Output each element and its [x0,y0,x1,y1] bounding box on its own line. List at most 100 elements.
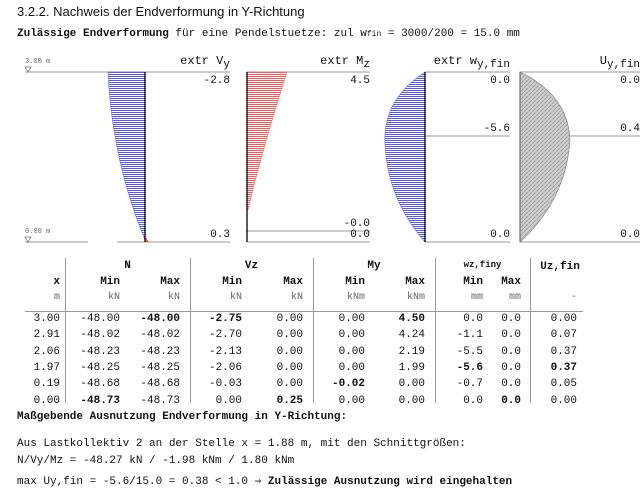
table-cell: 0.19 [33,378,60,391]
column-divider [313,258,314,403]
table-cell: 0.0 [501,345,521,358]
table-cell: -48.23 [80,345,120,358]
table-cell: 0.00 [398,394,425,407]
table-cell: 0.0 [501,361,521,374]
table-cell: -1.1 [456,329,483,342]
header-divider [25,311,583,312]
table-cell: 0.00 [338,394,365,407]
result-text: Zulässige Ausnutzung wird eingehalten [267,476,513,488]
vy-title: extr Vy [180,54,230,71]
table-cell: 0.00 [276,313,303,325]
wy-area [384,71,426,243]
table-cell: -5.5 [456,345,483,358]
column-header: x [53,276,60,288]
table-cell: -48.00 [140,313,180,325]
table-cell: 0.00 [276,378,303,391]
table-cell: 0.00 [33,394,60,407]
mz-mid-value: -0.0 [343,218,370,230]
summary-line-2: N/Vy/Mz = -48.27 kN / -1.98 kNm / 1.80 k… [17,455,295,467]
wy-bottom-value: 0.0 [490,229,510,241]
level-bottom-label: 0.00 m [25,228,51,236]
column-header: Max [405,276,425,288]
column-divider [435,258,436,403]
column-group-header: N [124,260,131,272]
utilization-formula: max Uy,fin = -5.6/15.0 = 0.38 < 1.0 [17,476,249,488]
table-cell: 2.19 [398,345,425,358]
table-cell: 0.0 [501,394,521,407]
table-cell: -5.6 [456,361,483,374]
column-unit: kNm [406,292,425,303]
column-unit: mm [508,292,521,303]
table-cell: 0.25 [276,394,303,407]
column-unit: kN [229,292,242,303]
table-cell: 0.0 [501,329,521,342]
column-header: Max [160,276,180,288]
table-cell: 0.00 [338,345,365,358]
table-cell: -2.70 [208,329,242,342]
column-header: Min [222,276,242,288]
subtitle-tail: = 3000/200 = 15.0 mm [381,28,520,40]
column-group-header: Uz,fin [540,261,580,273]
column-divider [65,258,66,403]
table-cell: 0.00 [215,394,242,407]
table-cell: -2.75 [208,313,242,325]
column-unit: kN [107,292,120,303]
uy-top-value: 0.0 [620,75,640,87]
vy-area [107,71,146,241]
uy-mid-value: 0.4 [620,123,640,135]
table-cell: 0.00 [276,329,303,342]
section-title: 3.2.2. Nachweis der Endverformung in Y-R… [17,4,305,19]
table-cell: 3.00 [33,313,60,325]
summary-heading: Maßgebende Ausnutzung Endverformung in Y… [17,411,348,423]
table-cell: 2.06 [33,345,60,358]
table-cell: 0.00 [276,361,303,374]
table-cell: -2.06 [208,361,242,374]
column-header: Min [345,276,365,288]
wy-title: extr wy,fin [433,54,510,71]
vy-top-value: -2.8 [203,75,230,87]
summary-line-3: max Uy,fin = -5.6/15.0 = 0.38 < 1.0 ⇒ Zu… [17,474,512,488]
table-cell: -2.13 [208,345,242,358]
table-cell: -0.7 [456,378,483,391]
column-unit: kN [167,292,180,303]
deflection-diagrams [24,66,640,243]
table-cell: 4.50 [398,313,425,325]
table-cell: -48.25 [140,361,180,374]
table-cell: 0.0 [501,378,521,391]
table-cell: -48.02 [80,329,120,342]
column-header: Min [100,276,120,288]
mz-area [246,71,288,211]
summary-line-1: Aus Lastkollektiv 2 an der Stelle x = 1.… [17,438,466,450]
table-cell: 1.99 [398,361,425,374]
table-cell: 0.00 [338,361,365,374]
column-divider [530,258,531,403]
column-unit: kN [290,292,303,303]
table-cell: -48.73 [80,394,120,407]
column-header: Max [501,276,521,288]
uy-title: Uy,fin [599,54,640,71]
allowable-deflection-line: Zulässige Endverformung für eine Pendels… [17,28,520,40]
mz-title: extr Mz [320,54,370,71]
column-header: Max [283,276,303,288]
implies-arrow-icon: ⇒ [254,476,262,488]
table-cell: -48.02 [140,329,180,342]
table-cell: 0.00 [398,378,425,391]
column-group-header: My [367,260,381,272]
table-cell: 0.00 [550,313,577,325]
uy-diagram [519,71,640,243]
column-group-header: Vz [244,260,259,272]
table-cell: 0.0 [463,394,483,407]
table-cell: 0.0 [501,313,521,325]
allowable-label: Zulässige Endverformung [17,28,169,40]
mz-bottom-value: 0.0 [350,229,370,241]
wy-top-value: 0.0 [490,75,510,87]
uy-area [519,71,571,243]
table-cell: 0.00 [338,313,365,325]
table-cell: -0.02 [331,378,365,391]
table-cell: -48.73 [140,394,180,407]
table-cell: -48.25 [80,361,120,374]
table-cell: 0.00 [338,329,365,342]
level-marker-icon [24,236,32,243]
table-cell: -48.68 [140,378,180,391]
column-divider [190,258,191,403]
